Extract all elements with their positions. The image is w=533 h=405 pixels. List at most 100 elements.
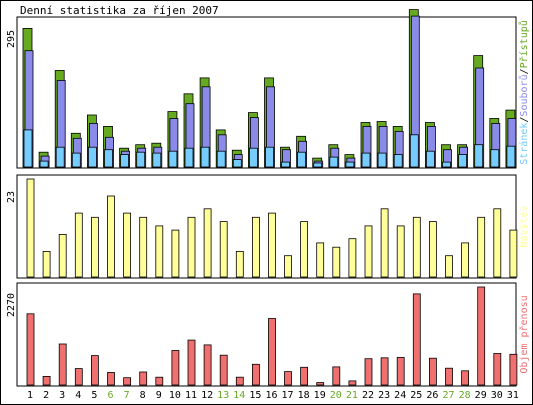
- legend-mid: Návštěv: [518, 205, 530, 247]
- bar-bot-Objem-přenosu-day-6: [107, 372, 115, 386]
- bar-bot-Objem-přenosu-day-9: [155, 376, 164, 386]
- bar-top-Stránek-day-22: [361, 152, 371, 168]
- bar-top-Stránek-day-1: [23, 129, 33, 168]
- bar-top-Stránek-day-30: [490, 149, 500, 168]
- bar-top-Stránek-day-14: [232, 159, 242, 168]
- bar-mid-Návštěv-day-23: [380, 208, 389, 278]
- bar-mid-Návštěv-day-16: [268, 212, 276, 278]
- bar-mid-Návštěv-day-7: [123, 212, 131, 278]
- x-tick-label-17: 17: [281, 390, 293, 401]
- bar-bot-Objem-přenosu-day-12: [203, 344, 212, 386]
- bar-top-Stránek-day-7: [120, 154, 129, 168]
- bar-mid-Návštěv-day-3: [58, 233, 67, 278]
- bar-top-Stránek-day-11: [184, 147, 194, 168]
- bar-bot-Objem-přenosu-day-29: [477, 286, 486, 386]
- bar-mid-Návštěv-day-8: [139, 216, 148, 278]
- x-tick-label-9: 9: [156, 390, 162, 401]
- bar-top-Stránek-day-8: [136, 151, 146, 168]
- x-tick-label-6: 6: [107, 390, 113, 401]
- x-tick-label-18: 18: [298, 390, 310, 401]
- bar-mid-Návštěv-day-11: [187, 216, 196, 278]
- x-tick-label-5: 5: [91, 390, 97, 401]
- bar-mid-Návštěv-day-27: [445, 255, 453, 278]
- x-tick-label-29: 29: [475, 390, 487, 401]
- x-tick-label-12: 12: [201, 390, 213, 401]
- bar-top-Stránek-day-15: [248, 147, 258, 168]
- legend-entry: Souborů: [518, 74, 530, 116]
- x-tick-label-21: 21: [346, 390, 358, 401]
- y-max-label: 2270: [6, 293, 17, 317]
- legend-entry: /: [519, 117, 530, 123]
- bar-bot-Objem-přenosu-day-24: [396, 356, 405, 386]
- legend-entry: Stránek: [518, 123, 530, 165]
- legend-entry: /: [519, 68, 530, 74]
- bar-top-Stránek-day-17: [281, 161, 290, 168]
- x-tick-label-24: 24: [394, 390, 406, 401]
- bar-top-Stránek-day-4: [71, 152, 81, 168]
- x-tick-label-11: 11: [185, 390, 197, 401]
- bar-top-Stránek-day-28: [458, 154, 468, 168]
- bar-top-Stránek-day-31: [506, 145, 516, 168]
- bar-bot-Objem-přenosu-day-4: [74, 368, 83, 386]
- bar-bot-Objem-přenosu-day-16: [268, 318, 276, 386]
- bar-mid-Návštěv-day-13: [219, 221, 228, 278]
- bar-mid-Návštěv-day-29: [477, 216, 486, 278]
- x-tick-label-28: 28: [459, 390, 471, 401]
- bar-top-Stránek-day-21: [345, 161, 355, 168]
- bar-mid-Návštěv-day-17: [284, 255, 292, 278]
- bar-bot-Objem-přenosu-day-1: [26, 313, 35, 386]
- bar-mid-Návštěv-day-28: [461, 242, 470, 278]
- bar-mid-Návštěv-day-5: [91, 216, 99, 278]
- bar-top-Stránek-day-12: [200, 146, 210, 168]
- x-tick-label-22: 22: [362, 390, 374, 401]
- bar-top-Stránek-day-19: [313, 162, 323, 168]
- bar-bot-Objem-přenosu-day-11: [187, 339, 196, 386]
- bar-bot-Objem-přenosu-day-8: [139, 371, 148, 386]
- bar-top-Stránek-day-16: [265, 146, 274, 168]
- bar-mid-Návštěv-day-9: [155, 225, 164, 278]
- y-max-label: 23: [6, 191, 17, 203]
- x-tick-label-8: 8: [140, 390, 146, 401]
- bar-top-Stránek-day-10: [168, 150, 178, 168]
- bar-bot-Objem-přenosu-day-27: [445, 367, 453, 386]
- bar-top-Stránek-day-24: [393, 154, 403, 168]
- x-tick-label-13: 13: [217, 390, 229, 401]
- x-tick-label-23: 23: [378, 390, 390, 401]
- legend-top: Stránek/Souborů/Přístupů: [518, 20, 530, 165]
- panel-mid: 23 Návštěv: [6, 174, 530, 279]
- bar-bot-Objem-přenosu-day-30: [493, 353, 502, 386]
- bar-mid-Návštěv-day-15: [251, 216, 260, 278]
- bar-mid-Návštěv-day-22: [364, 225, 373, 278]
- x-tick-label-30: 30: [491, 390, 503, 401]
- x-tick-label-27: 27: [442, 390, 454, 401]
- bar-bot-Objem-přenosu-day-21: [348, 380, 357, 386]
- x-tick-label-1: 1: [27, 390, 33, 401]
- legend-entry: Objem přenosu: [518, 295, 530, 373]
- panel-bot: 2270 Objem přenosu: [6, 282, 530, 387]
- bar-bot-Objem-přenosu-day-15: [251, 363, 260, 386]
- bar-bot-Objem-přenosu-day-7: [123, 377, 131, 386]
- bar-mid-Návštěv-day-21: [348, 238, 357, 278]
- bar-bot-Objem-přenosu-day-25: [412, 293, 421, 386]
- bar-bot-Objem-přenosu-day-28: [461, 370, 470, 386]
- bar-mid-Návštěv-day-19: [316, 242, 325, 278]
- bar-bot-Objem-přenosu-day-5: [91, 355, 99, 386]
- bar-mid-Návštěv-day-25: [412, 216, 421, 278]
- bar-bot-Objem-přenosu-day-3: [58, 343, 67, 386]
- x-tick-label-26: 26: [426, 390, 438, 401]
- bar-mid-Návštěv-day-1: [26, 178, 35, 278]
- legend-entry: Přístupů: [518, 20, 530, 68]
- chart-title: Denní statistika za říjen 2007: [20, 4, 219, 17]
- x-tick-label-20: 20: [330, 390, 342, 401]
- bar-mid-Návštěv-day-10: [171, 229, 180, 278]
- bar-bot-Objem-přenosu-day-18: [300, 366, 309, 386]
- bar-mid-Návštěv-day-2: [42, 250, 51, 278]
- bar-mid-Návštěv-day-20: [332, 246, 341, 278]
- bar-top-Stránek-day-18: [297, 151, 307, 168]
- bar-top-Stránek-day-20: [329, 156, 339, 168]
- x-tick-label-7: 7: [124, 390, 130, 401]
- bar-bot-Objem-přenosu-day-17: [284, 371, 292, 386]
